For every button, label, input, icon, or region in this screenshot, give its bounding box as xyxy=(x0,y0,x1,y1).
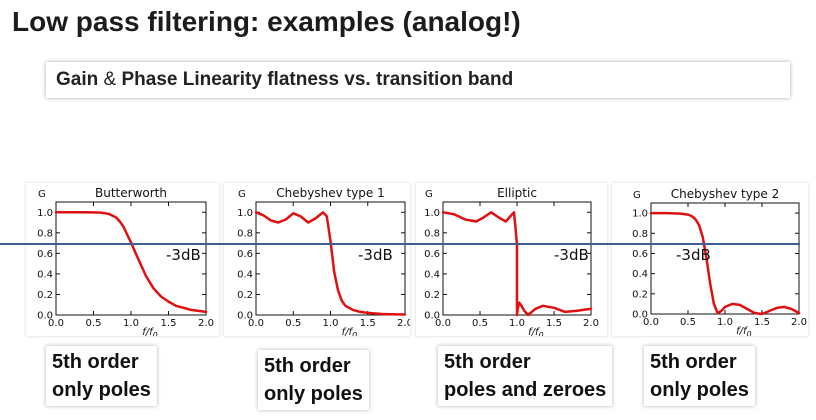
y-tick-label: 0.0 xyxy=(632,310,648,321)
subtitle-ampersand: & xyxy=(103,69,117,90)
minus-3db-label: -3dB xyxy=(554,246,589,264)
plot-frame xyxy=(650,202,800,315)
x-tick-label: 2.0 xyxy=(791,317,807,328)
y-tick-label: 0.4 xyxy=(237,269,253,280)
caption-line1: 5th order xyxy=(264,355,351,377)
y-tick-label: 0.2 xyxy=(237,290,253,301)
chart-svg: Chebyshev type 1 G 0.0 0.2 0.4 0.6 0.8 1.0 0.0 0.… xyxy=(237,186,410,336)
y-axis-label: G xyxy=(633,190,641,201)
y-tick-label: 0.8 xyxy=(237,228,253,239)
caption-chebyshev-1: 5th order only poles xyxy=(258,350,369,410)
x-tick-label: 1.0 xyxy=(123,318,139,329)
minus-3db-label: -3dB xyxy=(358,246,393,264)
x-tick-label: 0.0 xyxy=(248,318,264,329)
y-tick-label: 0.8 xyxy=(424,228,440,239)
y-tick-label: 0.4 xyxy=(424,269,440,280)
x-tick-label: 1.0 xyxy=(323,318,339,329)
x-axis-label: f/f0 xyxy=(736,326,752,336)
chart-title: Butterworth xyxy=(95,186,167,200)
y-tick-label: 1.0 xyxy=(37,208,53,219)
gain-curve xyxy=(54,211,208,314)
chart-svg: Butterworth G 0.0 0.2 0.4 0.6 0.8 1.0 0.0 0.5 1.0 1… xyxy=(37,186,214,336)
gain-curve xyxy=(254,211,407,316)
y-tick-label: 0.2 xyxy=(37,290,53,301)
y-tick-label: 0.0 xyxy=(424,311,440,322)
y-tick-label: 0.6 xyxy=(632,249,648,260)
x-tick-label: 0.0 xyxy=(643,317,659,328)
y-axis-label: G xyxy=(425,189,433,200)
y-tick-label: 0.8 xyxy=(632,229,648,240)
caption-line2: only poles xyxy=(264,383,363,405)
y-tick-label: 0.0 xyxy=(237,311,253,322)
gain-curve xyxy=(649,211,801,316)
x-tick-label: 1.0 xyxy=(509,318,525,329)
y-tick-label: 0.2 xyxy=(424,290,440,301)
caption-line2: poles and zeroes xyxy=(444,379,607,401)
gain-curve xyxy=(441,211,593,317)
x-axis-label: f/f0 xyxy=(342,327,358,336)
y-tick-label: 1.0 xyxy=(424,208,440,219)
y-tick-label: 0.6 xyxy=(424,249,440,260)
chart-panel-chebyshev-2: Chebyshev type 2 G 0.0 0.2 0.4 0.6 0.8 1.0 0.0 0.… xyxy=(612,183,808,336)
y-tick-label: 1.0 xyxy=(237,208,253,219)
x-tick-label: 2.0 xyxy=(198,318,214,329)
y-tick-label: 0.6 xyxy=(237,249,253,260)
y-tick-label: 0.8 xyxy=(37,228,53,239)
x-tick-label: 0.5 xyxy=(472,318,488,329)
y-tick-label: 0.0 xyxy=(37,311,53,322)
y-axis-label: G xyxy=(38,189,46,200)
subtitle: Gain & Phase Linearity flatness vs. tran… xyxy=(56,69,513,91)
x-tick-label: 0.0 xyxy=(435,318,451,329)
x-tick-label: 1.5 xyxy=(161,318,177,329)
x-tick-label: 1.5 xyxy=(360,318,376,329)
x-tick-label: 1.5 xyxy=(546,318,562,329)
chart-panel-butterworth: Butterworth G 0.0 0.2 0.4 0.6 0.8 1.0 0.0 0.5 1.0 1… xyxy=(26,183,219,336)
x-tick-label: 2.0 xyxy=(397,318,410,329)
caption-line2: only poles xyxy=(650,379,749,401)
y-tick-label: 0.4 xyxy=(632,269,648,280)
chart-title: Elliptic xyxy=(497,186,537,200)
y-tick-label: 1.0 xyxy=(632,209,648,220)
x-tick-label: 1.5 xyxy=(754,317,770,328)
y-axis-label: G xyxy=(238,189,246,200)
caption-line1: 5th order xyxy=(650,351,737,373)
caption-elliptic: 5th order poles and zeroes xyxy=(438,346,613,406)
minus-3db-label: -3dB xyxy=(166,246,201,264)
caption-chebyshev-2: 5th order only poles xyxy=(644,346,755,406)
x-axis-label: f/f0 xyxy=(142,327,158,336)
x-tick-label: 1.0 xyxy=(717,317,733,328)
chart-svg: Elliptic G 0.0 0.2 0.4 0.6 0.8 1.0 0.0 0.5 1.0 1.5 2… xyxy=(424,186,599,336)
x-tick-label: 0.5 xyxy=(285,318,301,329)
minus-3db-label: -3dB xyxy=(676,246,711,264)
subtitle-rest: Phase Linearity flatness vs. transition … xyxy=(121,69,514,90)
chart-svg: Chebyshev type 2 G 0.0 0.2 0.4 0.6 0.8 1.0 0.0 0.… xyxy=(632,187,807,336)
subtitle-gain: Gain xyxy=(56,69,99,90)
chart-title: Chebyshev type 2 xyxy=(671,187,780,201)
x-tick-label: 0.5 xyxy=(86,318,102,329)
chart-title: Chebyshev type 1 xyxy=(276,186,385,200)
caption-line1: 5th order xyxy=(444,351,531,373)
chart-panel-elliptic: Elliptic G 0.0 0.2 0.4 0.6 0.8 1.0 0.0 0.5 1.0 1.5 2… xyxy=(416,183,607,336)
caption-line1: 5th order xyxy=(52,351,139,373)
chart-panel-chebyshev-1: Chebyshev type 1 G 0.0 0.2 0.4 0.6 0.8 1.0 0.0 0.… xyxy=(224,183,410,336)
subtitle-box: Gain & Phase Linearity flatness vs. tran… xyxy=(46,62,790,98)
x-tick-label: 2.0 xyxy=(583,318,599,329)
x-tick-label: 0.5 xyxy=(680,317,696,328)
minus-3db-reference-line xyxy=(0,243,800,245)
page-title: Low pass filtering: examples (analog!) xyxy=(12,6,521,37)
x-axis-label: f/f0 xyxy=(528,327,544,336)
caption-butterworth: 5th order only poles xyxy=(46,346,157,406)
caption-line2: only poles xyxy=(52,379,151,401)
y-tick-label: 0.6 xyxy=(37,249,53,260)
x-tick-label: 0.0 xyxy=(48,318,64,329)
y-tick-label: 0.4 xyxy=(37,269,53,280)
y-tick-label: 0.2 xyxy=(632,289,648,300)
